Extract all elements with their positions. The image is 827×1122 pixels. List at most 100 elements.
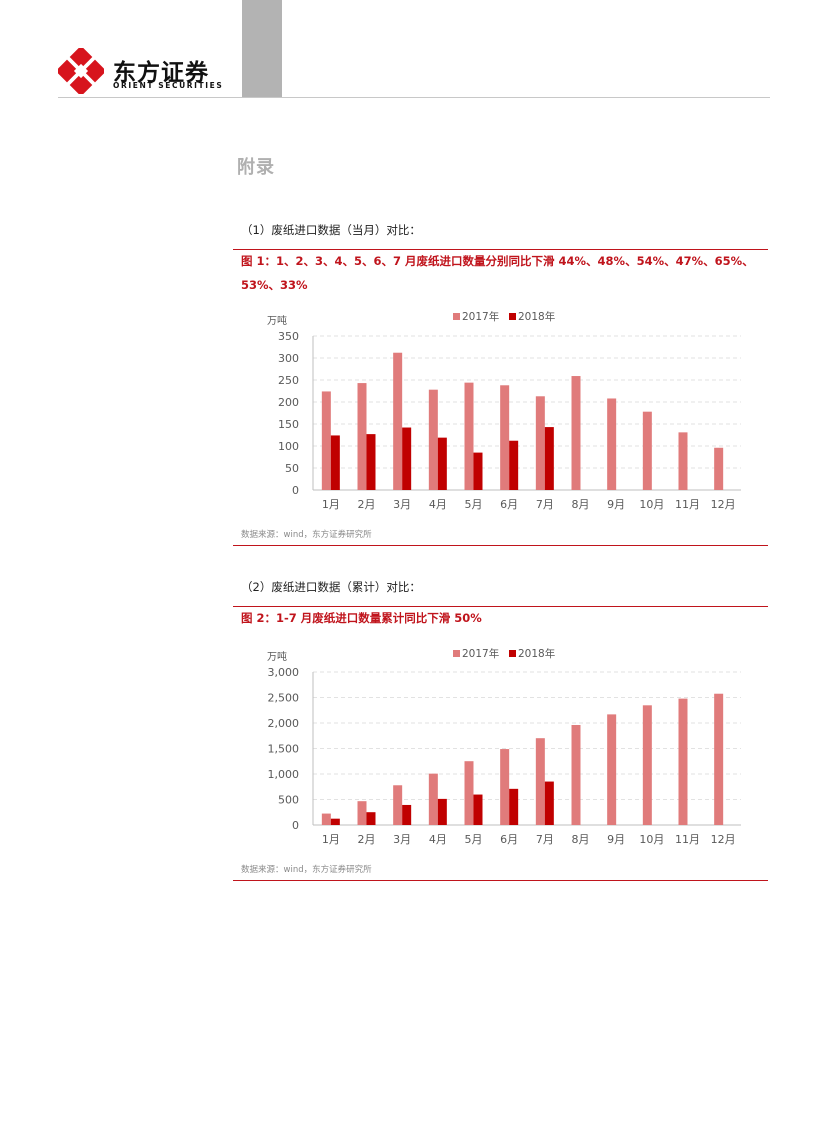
legend-label: 2017年 <box>462 310 499 323</box>
bar-2018 <box>473 452 483 490</box>
y-tick-label: 100 <box>278 440 299 453</box>
y-tick-label: 2,000 <box>268 717 300 730</box>
orient-securities-logo: 东方证券 ORIENT SECURITIES <box>58 48 228 94</box>
bar-2018 <box>402 427 412 490</box>
y-tick-label: 350 <box>278 330 299 343</box>
bar-2017 <box>464 382 474 490</box>
bar-2017 <box>642 705 652 825</box>
appendix-title: 附录 <box>237 157 275 178</box>
x-tick-label: 4月 <box>429 833 447 846</box>
bar-2018 <box>509 788 519 825</box>
x-tick-label: 6月 <box>500 833 518 846</box>
x-tick-label: 2月 <box>358 498 376 511</box>
bar-2018 <box>366 812 376 825</box>
figure-2-bottom-rule <box>233 880 768 881</box>
y-tick-label: 300 <box>278 352 299 365</box>
figure-1-chart: 350 300 250 200 150 100 50 0 万吨 2017年 2018年 1月 2月 3月 4… <box>267 310 741 511</box>
bar-2018 <box>330 818 340 825</box>
bar-2017 <box>714 693 724 825</box>
x-tick-label: 9月 <box>607 833 625 846</box>
x-tick-label: 3月 <box>393 833 411 846</box>
bar-2017 <box>571 376 581 490</box>
bar-2018 <box>509 440 519 490</box>
x-tick-label: 3月 <box>393 498 411 511</box>
figure-2-title: 图 2：1-7 月废纸进口数量累计同比下滑 50% <box>241 611 482 625</box>
bar-2017 <box>464 761 474 825</box>
x-tick-label: 8月 <box>572 498 590 511</box>
section-1-heading: （1）废纸进口数据（当月）对比： <box>241 223 421 237</box>
x-tick-label: 5月 <box>465 498 483 511</box>
y-tick-label: 0 <box>292 484 299 497</box>
figure-1-top-rule <box>233 249 768 250</box>
legend-swatch <box>509 313 516 320</box>
legend-label: 2017年 <box>462 647 499 660</box>
x-tick-label: 7月 <box>536 833 554 846</box>
x-tick-label: 10月 <box>639 833 664 846</box>
bar-2017 <box>428 389 438 490</box>
x-tick-label: 12月 <box>711 498 736 511</box>
legend-swatch <box>509 650 516 657</box>
y-tick-label: 50 <box>285 462 299 475</box>
y-tick-label: 0 <box>292 819 299 832</box>
bar-2017 <box>428 773 438 825</box>
y-axis-unit-label: 万吨 <box>267 314 287 327</box>
y-axis-unit-label: 万吨 <box>267 650 287 663</box>
brand-name-cn: 东方证券 <box>113 60 209 86</box>
legend-swatch <box>453 313 460 320</box>
bar-2017 <box>393 785 403 825</box>
bar-2017 <box>500 385 510 490</box>
bar-2017 <box>642 411 652 490</box>
figure-1-source: 数据来源：wind，东方证券研究所 <box>241 530 372 540</box>
bar-2017 <box>321 391 331 490</box>
y-tick-label: 200 <box>278 396 299 409</box>
figure-2-top-rule <box>233 606 768 607</box>
bar-2017 <box>607 714 617 825</box>
bar-2017 <box>500 749 510 825</box>
bar-2018 <box>473 794 483 825</box>
x-tick-label: 6月 <box>500 498 518 511</box>
header-divider <box>58 97 770 98</box>
bar-2018 <box>402 804 412 825</box>
bar-2017 <box>535 396 545 490</box>
y-tick-label: 3,000 <box>268 666 300 679</box>
x-tick-label: 9月 <box>607 498 625 511</box>
figure-2-source: 数据来源：wind，东方证券研究所 <box>241 865 372 875</box>
figure-1-bottom-rule <box>233 545 768 546</box>
bar-2017 <box>535 738 545 825</box>
bar-2018 <box>437 437 447 490</box>
y-tick-label: 1,500 <box>268 743 300 756</box>
x-tick-label: 2月 <box>358 833 376 846</box>
y-tick-label: 500 <box>278 794 299 807</box>
bar-2018 <box>544 427 554 490</box>
y-tick-label: 1,000 <box>268 768 300 781</box>
legend-label: 2018年 <box>518 647 555 660</box>
legend-label: 2018年 <box>518 310 555 323</box>
bar-2018 <box>437 798 447 825</box>
bar-2018 <box>330 435 340 490</box>
bar-2017 <box>714 447 724 490</box>
x-tick-label: 1月 <box>322 498 340 511</box>
header-gray-block <box>242 0 282 97</box>
x-tick-label: 8月 <box>572 833 590 846</box>
y-tick-label: 2,500 <box>268 692 300 705</box>
y-tick-label: 150 <box>278 418 299 431</box>
x-tick-label: 5月 <box>465 833 483 846</box>
x-tick-label: 12月 <box>711 833 736 846</box>
bar-2017 <box>571 724 581 825</box>
figure-1-title: 图 1：1、2、3、4、5、6、7 月废纸进口数量分别同比下滑 44%、48%、… <box>241 254 754 292</box>
bar-2018 <box>366 434 376 490</box>
bar-2017 <box>607 398 617 490</box>
bar-2017 <box>393 352 403 490</box>
logo-mark-icon <box>58 48 104 94</box>
x-tick-label: 7月 <box>536 498 554 511</box>
x-tick-label: 4月 <box>429 498 447 511</box>
bar-2018 <box>544 781 554 825</box>
bar-2017 <box>357 801 367 825</box>
x-tick-label: 1月 <box>322 833 340 846</box>
x-tick-label: 10月 <box>639 498 664 511</box>
x-tick-label: 11月 <box>675 833 700 846</box>
section-2-heading: （2）废纸进口数据（累计）对比： <box>241 580 421 594</box>
x-tick-label: 11月 <box>675 498 700 511</box>
y-tick-label: 250 <box>278 374 299 387</box>
bar-2017 <box>357 383 367 490</box>
